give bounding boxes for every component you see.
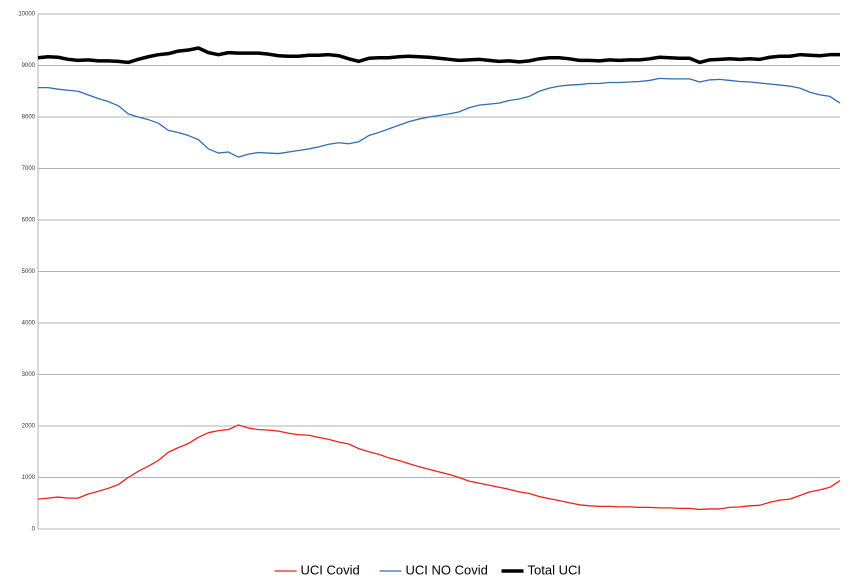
legend-item: UCI Covid — [274, 562, 360, 577]
line-series — [37, 424, 841, 511]
y-tick-label: 0 — [32, 527, 36, 533]
y-tick-label: 10000 — [18, 12, 35, 18]
legend-label: UCI Covid — [301, 562, 360, 577]
legend-label: Total UCI — [528, 562, 581, 577]
y-tick-label: 7000 — [22, 166, 36, 172]
y-tick-label: 3000 — [22, 372, 36, 378]
legend-item: Total UCI — [501, 562, 581, 577]
legend-item: UCI NO Covid — [379, 562, 488, 577]
y-tick-label: 2000 — [22, 424, 36, 430]
line-series — [38, 77, 841, 158]
line-series — [37, 46, 840, 65]
y-tick-label: 8000 — [22, 115, 36, 121]
y-tick-label: 5000 — [22, 269, 36, 275]
y-tick-label: 1000 — [22, 475, 36, 481]
y-tick-label: 4000 — [22, 321, 36, 327]
y-tick-label: 9000 — [22, 63, 36, 69]
legend-label: UCI NO Covid — [406, 562, 488, 577]
y-tick-label: 6000 — [22, 218, 36, 224]
